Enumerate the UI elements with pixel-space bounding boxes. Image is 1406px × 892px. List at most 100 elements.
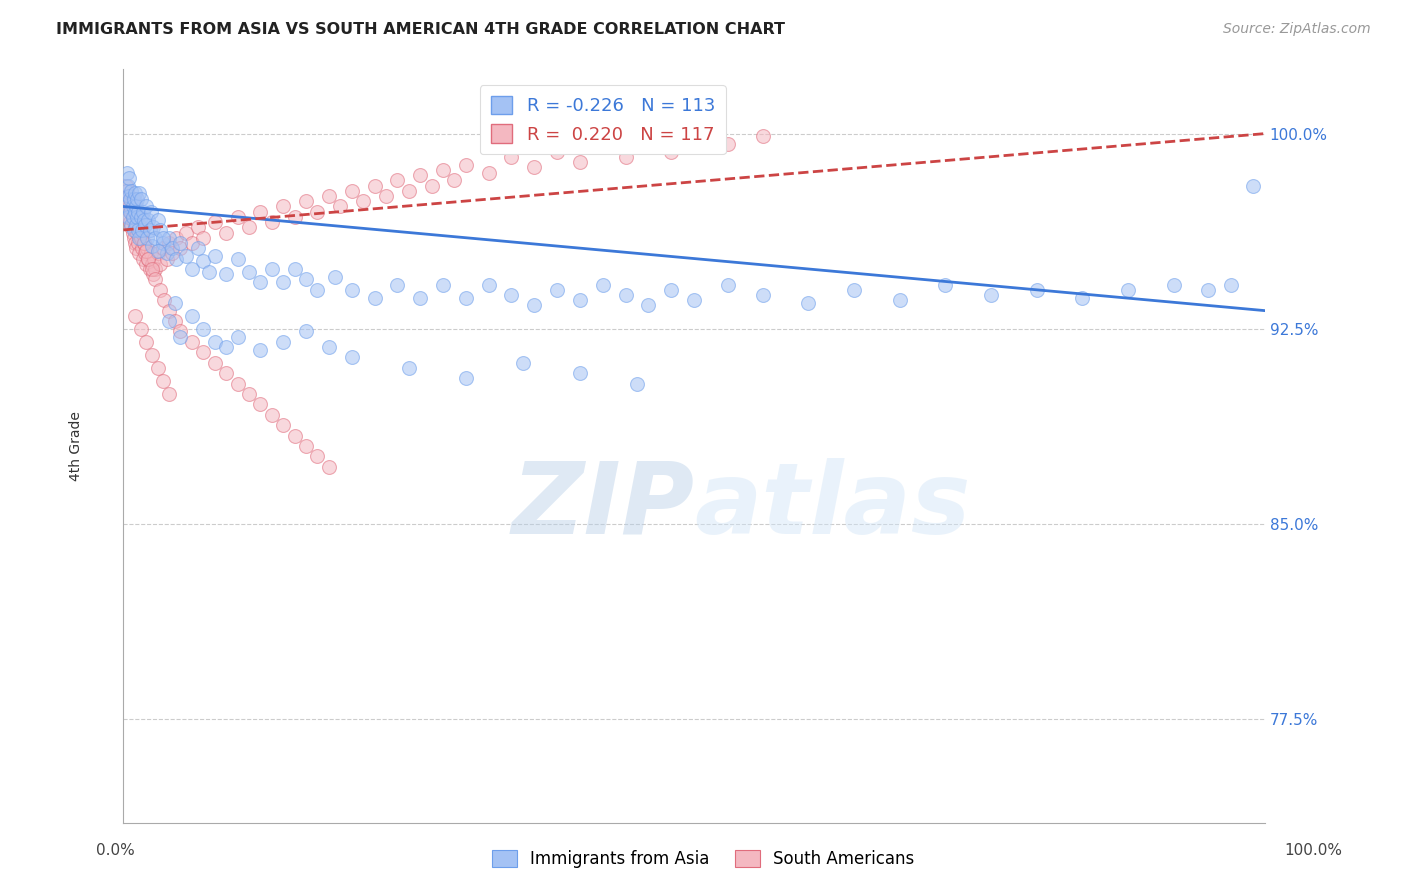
Point <box>546 145 568 159</box>
Point <box>614 288 637 302</box>
Point <box>128 186 150 201</box>
Point <box>193 231 215 245</box>
Point <box>1116 283 1139 297</box>
Point <box>889 293 911 308</box>
Point <box>134 246 156 260</box>
Point <box>115 184 138 198</box>
Point <box>340 184 363 198</box>
Point <box>149 283 172 297</box>
Point <box>157 235 180 250</box>
Point <box>318 459 340 474</box>
Point <box>120 192 142 206</box>
Point <box>271 418 294 433</box>
Point <box>124 204 146 219</box>
Point <box>387 277 409 292</box>
Point <box>1071 291 1094 305</box>
Point <box>454 371 477 385</box>
Point <box>307 450 329 464</box>
Point <box>122 192 145 206</box>
Point <box>122 223 145 237</box>
Point <box>980 288 1002 302</box>
Point <box>169 329 191 343</box>
Point <box>149 223 172 237</box>
Point <box>198 264 221 278</box>
Point <box>132 235 155 250</box>
Point <box>271 275 294 289</box>
Point <box>163 314 186 328</box>
Point <box>717 277 740 292</box>
Point <box>156 252 179 266</box>
Point <box>204 334 226 349</box>
Point <box>307 204 329 219</box>
Point <box>120 218 142 232</box>
Text: 0.0%: 0.0% <box>96 843 135 858</box>
Point <box>180 334 202 349</box>
Point <box>131 226 153 240</box>
Point <box>135 257 157 271</box>
Point <box>323 269 346 284</box>
Point <box>501 288 523 302</box>
Point <box>127 204 149 219</box>
Point <box>318 189 340 203</box>
Point <box>249 275 271 289</box>
Point <box>568 366 591 380</box>
Point <box>226 329 249 343</box>
Point <box>271 199 294 213</box>
Point <box>146 212 169 227</box>
Point <box>226 252 249 266</box>
Text: IMMIGRANTS FROM ASIA VS SOUTH AMERICAN 4TH GRADE CORRELATION CHART: IMMIGRANTS FROM ASIA VS SOUTH AMERICAN 4… <box>56 22 785 37</box>
Point <box>146 244 169 258</box>
Point <box>118 194 141 209</box>
Point <box>121 226 143 240</box>
Point <box>934 277 956 292</box>
Point <box>152 241 174 255</box>
Point <box>149 257 172 271</box>
Point <box>260 408 283 422</box>
Point <box>122 215 145 229</box>
Point <box>121 210 143 224</box>
Point <box>136 241 159 255</box>
Point <box>162 241 184 255</box>
Point <box>659 283 682 297</box>
Point <box>238 264 260 278</box>
Point <box>1197 283 1219 297</box>
Point <box>132 235 155 250</box>
Point <box>284 262 307 277</box>
Point <box>169 235 191 250</box>
Point <box>284 428 307 442</box>
Point <box>129 210 152 224</box>
Point <box>129 231 152 245</box>
Point <box>134 218 156 232</box>
Point <box>180 235 202 250</box>
Point <box>142 220 165 235</box>
Point <box>120 184 142 198</box>
Point <box>420 178 443 193</box>
Point <box>387 173 409 187</box>
Legend: R = -0.226   N = 113, R =  0.220   N = 117: R = -0.226 N = 113, R = 0.220 N = 117 <box>479 85 725 154</box>
Text: 100.0%: 100.0% <box>1285 843 1343 858</box>
Point <box>637 298 659 312</box>
Point <box>249 397 271 411</box>
Point <box>215 267 238 281</box>
Point <box>163 295 186 310</box>
Point <box>153 293 176 308</box>
Point <box>284 210 307 224</box>
Point <box>120 204 142 219</box>
Point <box>138 212 160 227</box>
Point <box>454 158 477 172</box>
Point <box>120 204 142 219</box>
Point <box>114 184 136 198</box>
Point <box>141 238 163 252</box>
Point <box>193 322 215 336</box>
Point <box>115 199 138 213</box>
Y-axis label: 4th Grade: 4th Grade <box>69 411 83 481</box>
Point <box>797 295 820 310</box>
Point <box>127 235 149 250</box>
Point <box>432 277 454 292</box>
Point <box>501 150 523 164</box>
Point <box>187 241 209 255</box>
Point <box>295 325 318 339</box>
Point <box>135 244 157 258</box>
Point <box>523 161 546 175</box>
Point <box>512 356 534 370</box>
